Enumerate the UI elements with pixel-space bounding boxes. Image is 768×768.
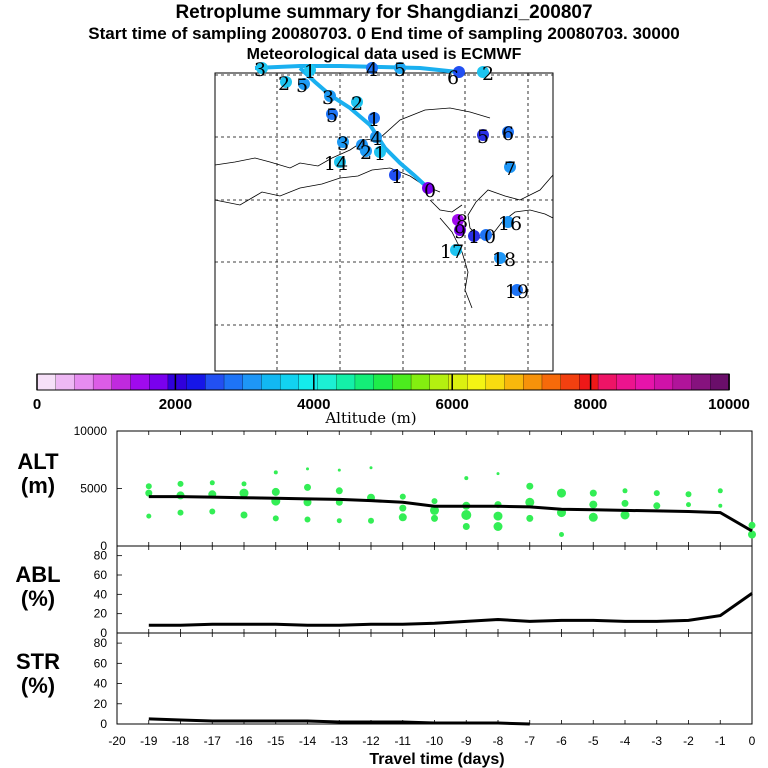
map-marker: [326, 108, 338, 120]
map-marker: [394, 62, 406, 74]
map-marker-label: 18: [492, 249, 516, 271]
map-marker-label: 9: [454, 221, 466, 243]
map-marker-label: 1: [368, 109, 380, 131]
trajectory-paths: [254, 64, 459, 190]
map-marker-label: 17: [440, 241, 464, 263]
map-marker-label: 4: [366, 59, 378, 81]
map-marker-label: 5: [326, 105, 338, 127]
map-marker: [368, 112, 380, 124]
map-marker-label: 2: [278, 73, 290, 95]
map-marker-label: 0: [484, 226, 496, 248]
map-marker: [334, 156, 346, 168]
map-marker-label: 2: [482, 63, 494, 85]
map-marker: [374, 146, 386, 158]
map-marker-label: 6: [447, 67, 459, 89]
map-marker: [453, 66, 465, 78]
map-marker: [337, 136, 349, 148]
map-marker: [477, 129, 489, 141]
map-marker: [502, 126, 514, 138]
map-marker-label: 6: [502, 123, 514, 145]
map-marker: [450, 244, 462, 256]
map-marker-label: 1: [468, 226, 480, 248]
map-marker: [360, 145, 372, 157]
map-marker-label: 7: [504, 158, 516, 180]
map-marker: [452, 214, 464, 226]
map-marker: [494, 252, 506, 264]
map-marker: [502, 216, 514, 228]
map-marker: [370, 131, 382, 143]
map-marker-label: 5: [296, 75, 308, 97]
sampling-time-text: Start time of sampling 20080703. 0 End t…: [88, 24, 680, 43]
map-marker: [324, 90, 336, 102]
map-marker-label: 5: [477, 126, 489, 148]
trajectory-line: [254, 64, 459, 74]
map-marker-label: 19: [505, 281, 529, 303]
map-markers: 325345625121563441142710816190171819: [254, 59, 529, 303]
map-marker: [454, 224, 466, 236]
map-marker-label: 3: [337, 133, 349, 155]
map-marker: [477, 66, 489, 78]
coastline: [214, 107, 554, 309]
map-marker-label: 1: [304, 61, 316, 83]
map-marker-label: 1: [374, 143, 386, 165]
map-marker-label: 3: [254, 59, 266, 81]
trajectory-line: [298, 66, 430, 190]
map-marker: [351, 96, 363, 108]
map-marker-label: 1: [391, 166, 403, 188]
map-marker-label: 2: [360, 142, 372, 164]
map-marker: [389, 169, 401, 181]
map-marker-label: 5: [394, 59, 406, 81]
map-marker: [366, 62, 378, 74]
map-marker: [256, 62, 268, 74]
map-marker-label: 4: [370, 128, 382, 150]
map-marker: [298, 78, 310, 90]
map-marker-label: 14: [324, 153, 348, 175]
map-marker: [504, 161, 516, 173]
map-grid: [215, 73, 553, 371]
met-data-text: Meteorological data used is ECMWF: [246, 46, 522, 63]
map-marker-label: 16: [498, 213, 522, 235]
map-marker: [480, 229, 492, 241]
map-marker-label: 0: [424, 180, 436, 202]
map-marker: [304, 64, 316, 76]
map-marker: [280, 76, 292, 88]
map-marker: [468, 230, 480, 242]
chart-title: Retroplume summary for Shangdianzi_20080…: [175, 2, 593, 23]
map-marker-label: 3: [322, 87, 334, 109]
map-marker: [422, 182, 434, 194]
map-frame: [214, 72, 554, 372]
map-marker-label: 2: [351, 93, 363, 115]
map-marker: [511, 284, 523, 296]
